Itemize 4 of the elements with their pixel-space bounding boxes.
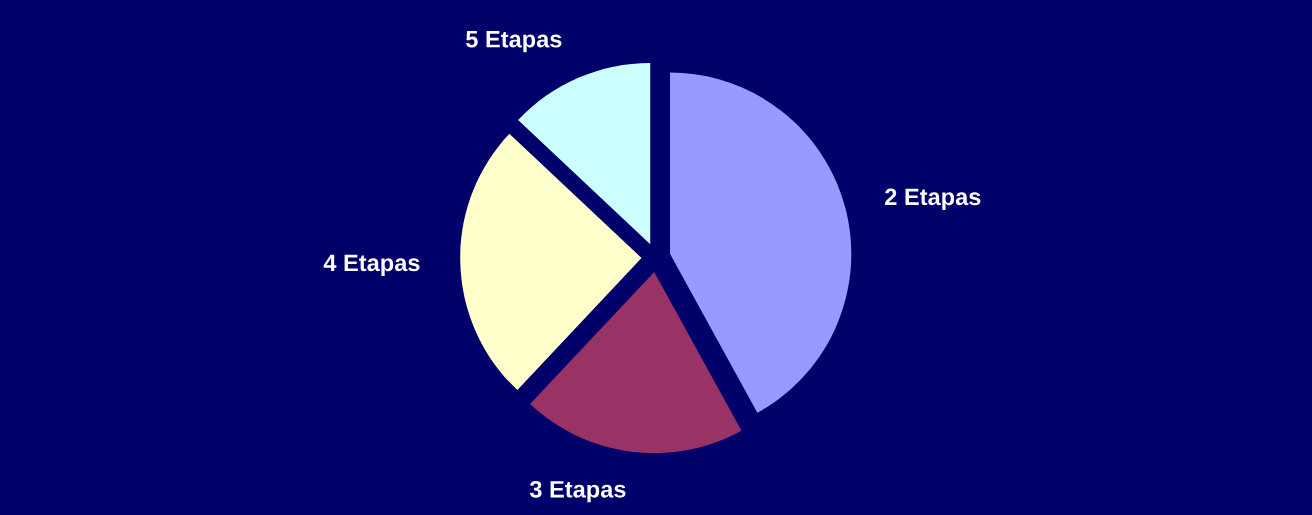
slice-label: 4 Etapas	[323, 254, 420, 276]
slice-label: 3 Etapas	[529, 480, 626, 503]
slice-label: 2 Etapas	[885, 188, 981, 210]
slice-label: 5 Etapas	[466, 31, 562, 53]
